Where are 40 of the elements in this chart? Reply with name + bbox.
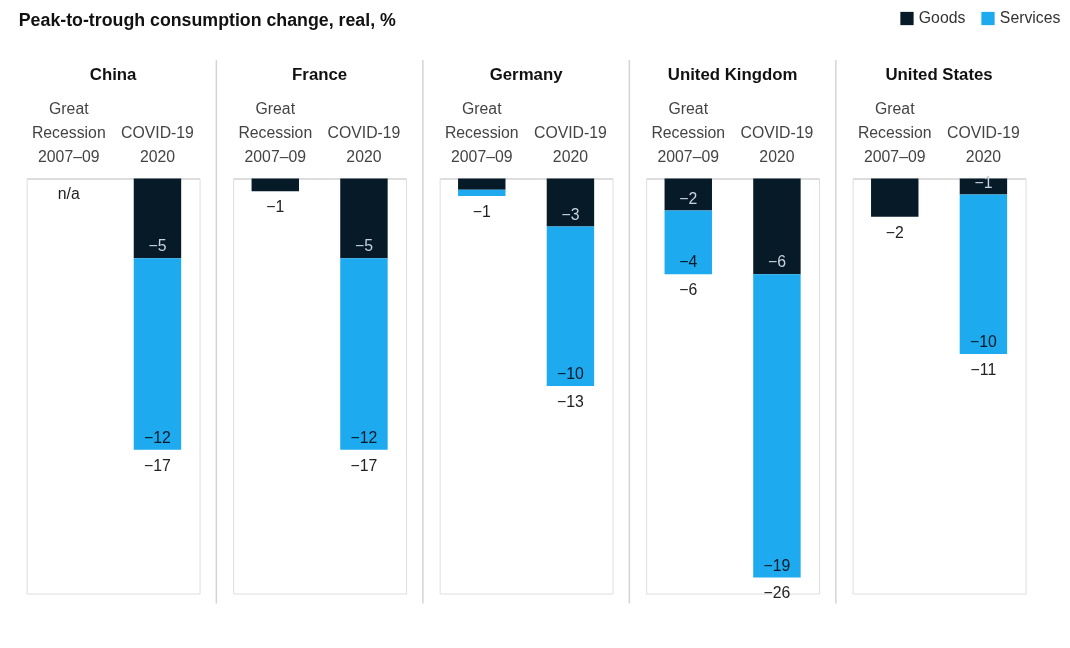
data-label: −5 [354, 237, 374, 255]
x-tick-label: Great Recession 2007–09 [31, 100, 106, 165]
x-tick-label: Great Recession 2007–09 [857, 100, 932, 165]
x-tick-label: Great Recession 2007–09 [238, 100, 313, 165]
chart-title: United States [885, 64, 993, 84]
text: Peak-to-trough consumption change, real, % [18, 10, 397, 31]
total-label: −17 [350, 456, 378, 474]
data-label: −12 [350, 428, 378, 446]
total-label: −1 [472, 202, 491, 220]
x-tick-label: Great Recession 2007–09 [444, 100, 519, 165]
legend-label: Services [999, 9, 1061, 27]
data-label: −10 [557, 365, 585, 383]
x-tick-label: COVID-19 2020 [121, 124, 195, 165]
x-tick-label: COVID-19 2020 [534, 124, 608, 165]
data-label: −6 [767, 253, 787, 271]
data-label: −1 [974, 173, 993, 191]
total-label: −26 [763, 584, 791, 602]
data-label: −2 [679, 189, 698, 207]
data-label: −4 [679, 253, 698, 271]
total-label: −1 [266, 198, 285, 216]
data-label: −5 [148, 237, 167, 255]
total-label: −6 [679, 281, 698, 299]
chart-title: United Kingdom [667, 64, 798, 84]
x-tick-label: Great Recession 2007–09 [651, 100, 726, 165]
x-tick-label: COVID-19 2020 [946, 124, 1021, 165]
total-label: −17 [144, 456, 171, 474]
data-label: −10 [970, 333, 998, 351]
total-label: −11 [970, 360, 997, 378]
data-label: −19 [763, 556, 791, 574]
data-label: −12 [144, 428, 171, 446]
text: n/a [57, 185, 80, 203]
x-tick-label: COVID-19 2020 [740, 124, 814, 165]
legend-label: Goods [918, 9, 966, 27]
chart-title: Germany [489, 64, 564, 84]
chart-title: China [89, 64, 138, 84]
total-label: −13 [557, 392, 585, 410]
total-label: −2 [885, 223, 904, 241]
x-tick-label: COVID-19 2020 [327, 124, 401, 165]
chart-title: France [292, 64, 348, 84]
data-label: −3 [561, 205, 580, 223]
